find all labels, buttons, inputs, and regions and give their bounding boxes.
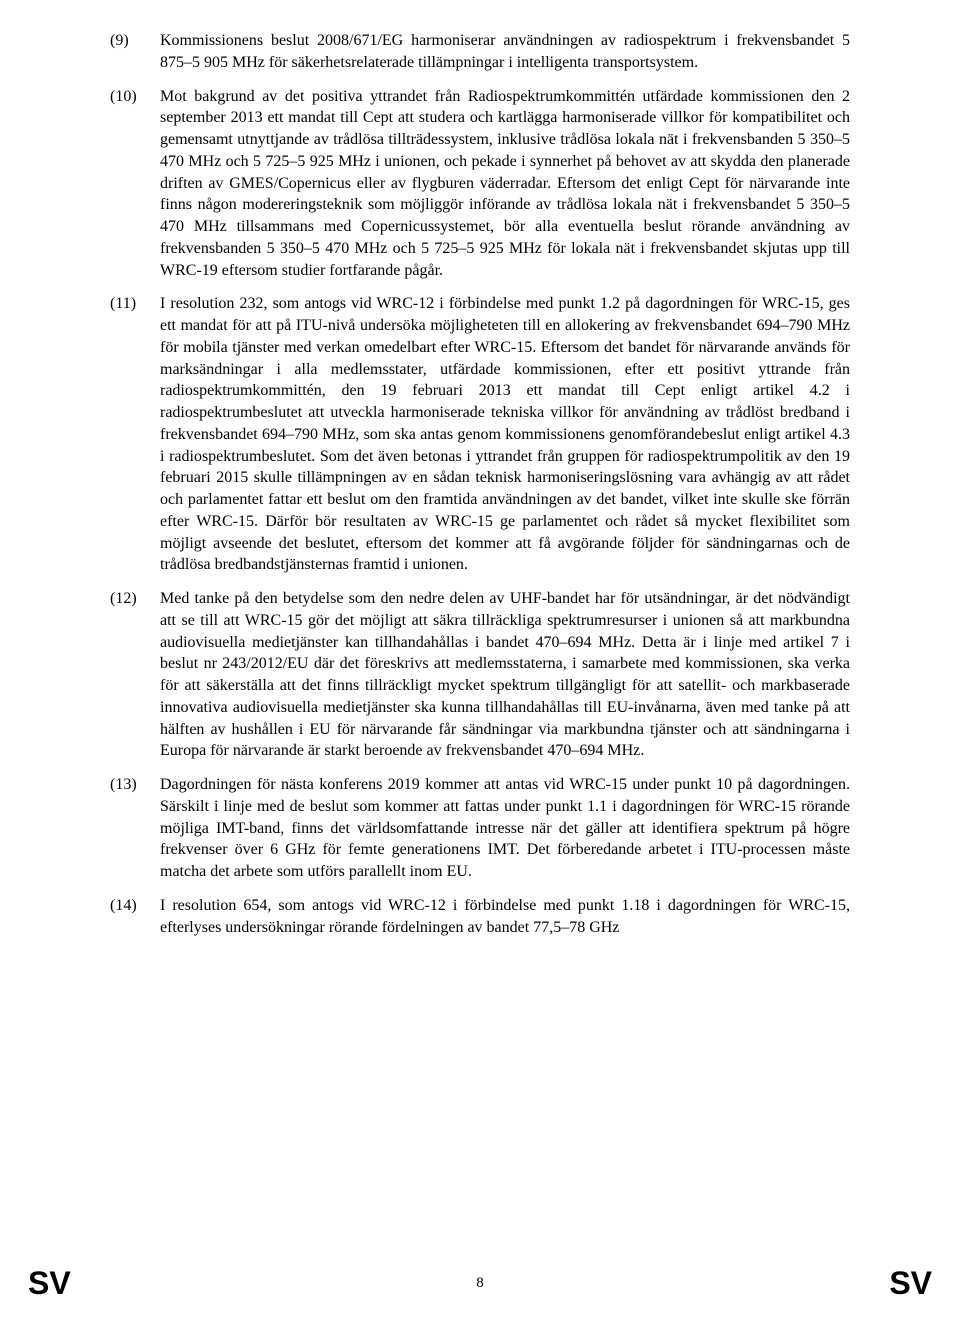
- recital-number: (13): [110, 774, 160, 883]
- recital-12: (12) Med tanke på den betydelse som den …: [110, 588, 850, 762]
- recital-number: (14): [110, 895, 160, 939]
- recital-14: (14) I resolution 654, som antogs vid WR…: [110, 895, 850, 939]
- recital-10: (10) Mot bakgrund av det positiva yttran…: [110, 86, 850, 282]
- recital-text: Dagordningen för nästa konferens 2019 ko…: [160, 774, 850, 883]
- recital-11: (11) I resolution 232, som antogs vid WR…: [110, 293, 850, 576]
- recital-text: Mot bakgrund av det positiva yttrandet f…: [160, 86, 850, 282]
- recital-text: Kommissionens beslut 2008/671/EG harmoni…: [160, 30, 850, 74]
- recital-text: I resolution 232, som antogs vid WRC-12 …: [160, 293, 850, 576]
- recital-text: I resolution 654, som antogs vid WRC-12 …: [160, 895, 850, 939]
- footer-label-right: SV: [889, 1265, 932, 1302]
- page-footer: SV 8 SV: [0, 1265, 960, 1302]
- recital-number: (11): [110, 293, 160, 576]
- recital-text: Med tanke på den betydelse som den nedre…: [160, 588, 850, 762]
- recital-9: (9) Kommissionens beslut 2008/671/EG har…: [110, 30, 850, 74]
- footer-page-number: 8: [476, 1275, 484, 1292]
- recital-13: (13) Dagordningen för nästa konferens 20…: [110, 774, 850, 883]
- recital-number: (9): [110, 30, 160, 74]
- document-body: (9) Kommissionens beslut 2008/671/EG har…: [110, 30, 850, 938]
- recital-number: (12): [110, 588, 160, 762]
- recital-number: (10): [110, 86, 160, 282]
- footer-label-left: SV: [28, 1265, 71, 1302]
